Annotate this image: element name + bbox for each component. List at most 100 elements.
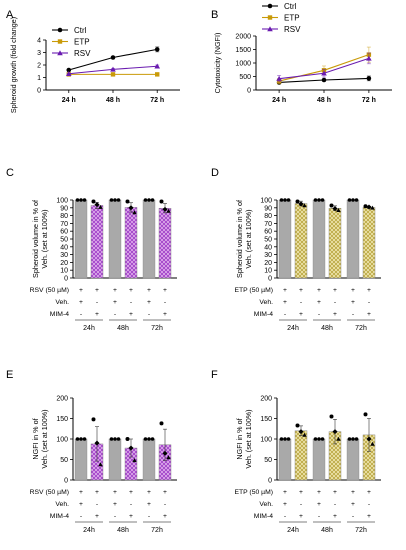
bar-group [158,199,172,279]
condition-row-label: ETP (50 µM) [234,287,273,294]
bar-group [328,203,342,279]
condition-sign: + [299,489,303,496]
bar-group [294,199,308,279]
condition-sign: - [96,299,98,306]
condition-row-label: MIM-4 [254,311,273,318]
data-point [366,76,372,81]
y-tick-label: 1500 [235,47,251,54]
legend-marker [267,15,273,20]
condition-sign: + [367,287,371,294]
data-point [366,55,372,61]
y-tick-label: 10 [60,268,68,275]
condition-sign: + [113,489,117,496]
bar-group [312,198,326,279]
replicate-point [298,429,304,435]
y-tick-label: 80 [264,213,272,220]
condition-sign: - [334,501,336,508]
time-group-label: 48h [117,325,129,332]
replicate-point [75,437,80,441]
condition-sign: + [79,299,83,306]
condition-sign: - [148,513,150,520]
replicate-point [354,198,359,202]
replicate-point [320,198,325,202]
bar-group [108,437,122,481]
data-point [321,70,327,76]
replicate-point [279,198,284,202]
x-tick-label: 24 h [272,97,286,104]
bar-group [346,198,360,279]
bar-group [142,198,156,279]
replicate-point [302,432,307,437]
legend-marker [57,39,63,44]
data-point [321,77,327,83]
replicate-point [366,204,372,210]
panel-label: F [211,369,218,381]
replicate-point [143,198,148,202]
condition-sign: - [114,311,116,318]
condition-sign: - [284,311,286,318]
y-tick-label: 20 [264,260,272,267]
y-axis-label: Spheroid volume in % of [235,200,244,278]
legend-entry: ETP [262,14,300,23]
y-tick-label: 50 [60,457,68,464]
bar-group [142,437,156,481]
replicate-point [329,203,334,208]
condition-sign: - [114,513,116,520]
condition-sign: + [283,501,287,508]
replicate-point [363,412,368,417]
condition-sign: + [147,299,151,306]
condition-sign: + [79,287,83,294]
data-point [154,47,160,52]
replicate-point [363,204,368,209]
condition-sign: + [113,299,117,306]
replicate-point [302,203,307,208]
replicate-point [109,198,114,202]
bar-group [124,199,138,279]
bar [328,207,342,279]
condition-sign: + [113,287,117,294]
y-tick-label: 200 [260,396,272,403]
condition-sign: - [318,311,320,318]
condition-sign: + [351,501,355,508]
y-tick-label: 30 [264,252,272,259]
replicate-point [351,198,355,202]
bar-group [278,437,292,481]
condition-sign: - [164,501,166,508]
time-group-label: 24h [83,325,95,332]
bar [142,438,156,481]
bar-group [294,423,308,481]
y-tick-label: 20 [60,260,68,267]
condition-row-label: MIM-4 [254,513,273,520]
y-tick-label: 500 [239,74,251,81]
condition-sign: + [317,501,321,508]
replicate-point [125,437,130,441]
data-point [65,70,72,76]
condition-sign: + [129,287,133,294]
replicate-point [329,414,334,419]
legend-entry: Ctrl [52,26,87,35]
time-group-label: 24h [287,527,299,534]
condition-sign: + [351,489,355,496]
y-tick-label: 70 [60,221,68,228]
y-tick-label: 40 [264,244,272,251]
condition-row-label: Veh. [259,501,273,508]
replicate-point [354,437,359,441]
replicate-point [116,437,121,441]
condition-sign: + [317,489,321,496]
condition-sign: + [163,489,167,496]
x-tick-label: 24 h [62,97,76,104]
y-tick-label: 100 [56,437,68,444]
condition-sign: + [367,513,371,520]
replicate-point [150,198,155,202]
replicate-point [295,423,300,428]
replicate-point [132,210,137,215]
y-tick-label: 90 [60,205,68,212]
y-axis-label: Spheroid growth (fold change) [9,17,18,113]
replicate-point [320,437,325,441]
y-tick-label: 2000 [235,34,251,41]
y-tick-label: 3 [37,50,41,57]
condition-sign: + [147,489,151,496]
data-point [155,72,160,77]
bar-group [90,199,104,279]
bar [294,430,308,481]
